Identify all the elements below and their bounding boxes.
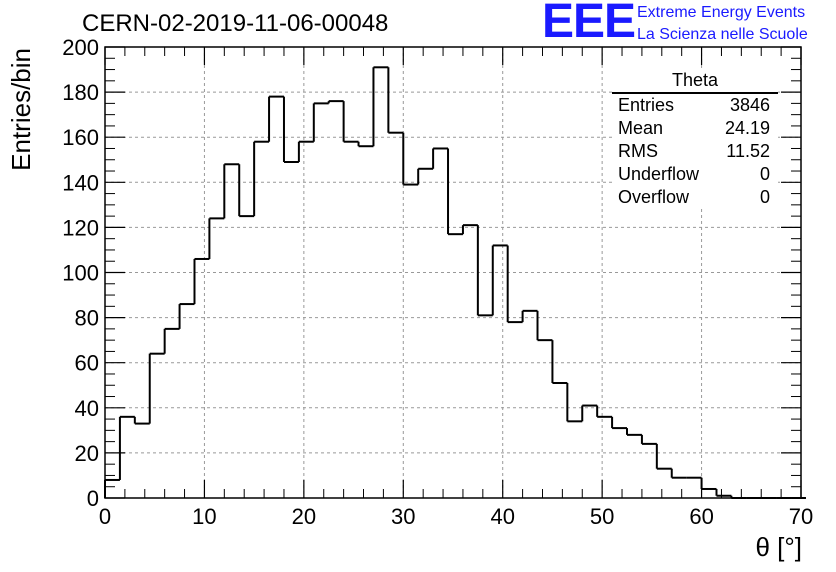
histogram-bin [268, 95, 284, 142]
stats-row-entries: Entries 3846 [612, 94, 778, 117]
stats-value: 24.19 [724, 118, 770, 138]
y-tick-label: 80 [75, 306, 99, 331]
stats-label: RMS [618, 141, 658, 161]
histogram-bin [387, 67, 404, 134]
histogram-bin [118, 415, 135, 480]
y-tick-label: 20 [75, 441, 99, 466]
histogram-series [104, 66, 806, 499]
histogram-bin [357, 141, 374, 148]
logo-line-2: La Scienza nelle Scuole [637, 26, 808, 43]
histogram-bin [566, 382, 583, 423]
histogram-bin [342, 101, 359, 143]
y-tick-label: 200 [62, 35, 99, 60]
y-tick-label: 180 [62, 80, 99, 105]
histogram-bin [521, 309, 538, 323]
histogram-bin [596, 405, 613, 418]
histogram-bin [640, 434, 657, 445]
histogram-bin [536, 310, 553, 342]
stats-value: 3846 [729, 95, 770, 115]
y-tick-label: 0 [87, 486, 99, 511]
y-tick-label: 40 [75, 396, 99, 421]
histogram-bin [253, 140, 270, 217]
x-tick-label: 50 [590, 504, 614, 529]
logo-letters: EEE [542, 0, 636, 48]
histogram-bin [104, 478, 120, 498]
y-tick-label: 160 [62, 125, 99, 150]
histogram-bin [611, 416, 627, 430]
stats-value: 0 [759, 164, 770, 184]
histogram-bin [581, 404, 598, 422]
histogram-bin [506, 245, 523, 324]
y-tick-label: 100 [62, 261, 99, 286]
stats-label: Mean [618, 118, 664, 138]
x-axis-label: θ [°] [755, 532, 802, 562]
grid-lines [105, 47, 801, 498]
histogram-bin [133, 416, 150, 425]
y-tick-label: 60 [75, 351, 99, 376]
stats-value: 0 [759, 187, 770, 207]
x-tick-label: 30 [391, 504, 415, 529]
logo-line-1: Extreme Energy Events [637, 4, 806, 21]
x-tick-label: 40 [490, 504, 514, 529]
stats-value: 11.52 [726, 141, 770, 161]
histogram-bin [223, 163, 240, 219]
stats-box: Theta Entries 3846 Mean 24.19 RMS 11.52 … [612, 70, 778, 209]
histogram-bin [626, 428, 642, 436]
x-tick-label: 60 [689, 504, 713, 529]
histogram-bin [491, 244, 508, 316]
stats-row-overflow: Overflow 0 [612, 186, 778, 209]
histogram-bin [461, 224, 478, 235]
histogram-bin [476, 225, 493, 317]
histogram-bin [208, 217, 225, 259]
histogram-bin [551, 340, 568, 384]
stats-label: Underflow [618, 164, 700, 184]
histogram-bin [163, 327, 180, 354]
axis-tick-labels: 0 10 20 30 40 50 60 70 0 20 40 60 80 100 120 140 160 180 2… [62, 35, 813, 529]
histogram-bin [447, 148, 463, 236]
y-tick-label: 120 [62, 215, 99, 240]
histogram-bin [372, 66, 389, 147]
histogram-bin [327, 100, 344, 104]
chart-title: CERN-02-2019-11-06-00048 [82, 10, 389, 37]
stats-label: Overflow [618, 187, 690, 207]
histogram-bin [670, 468, 687, 479]
y-axis-label-wrap: Entries/bin [6, 48, 38, 318]
x-tick-label: 20 [292, 504, 316, 529]
histogram-bin [148, 352, 165, 424]
stats-title: Theta [612, 70, 778, 94]
y-axis-label: Entries/bin [6, 48, 36, 171]
histogram-bin [238, 164, 255, 218]
stats-label: Entries [618, 95, 675, 115]
x-tick-label: 10 [192, 504, 216, 529]
axis-ticks [104, 46, 802, 499]
histogram-bin [700, 477, 717, 490]
histogram-bin [432, 147, 449, 169]
histogram-bin [655, 443, 672, 470]
histogram-bin [193, 257, 210, 305]
y-tick-label: 140 [62, 170, 99, 195]
stats-row-mean: Mean 24.19 [612, 117, 778, 140]
histogram-bin [282, 96, 299, 164]
histogram-bin [297, 140, 314, 163]
histogram-bin [312, 102, 329, 142]
x-tick-label: 0 [99, 504, 111, 529]
histogram-bin [178, 303, 195, 329]
stats-row-underflow: Underflow 0 [612, 163, 778, 186]
histogram-bin [402, 132, 419, 186]
histogram-bin [417, 167, 434, 185]
histogram-bin [715, 488, 732, 497]
stats-row-rms: RMS 11.52 [612, 140, 778, 163]
x-tick-label: 70 [789, 504, 813, 529]
